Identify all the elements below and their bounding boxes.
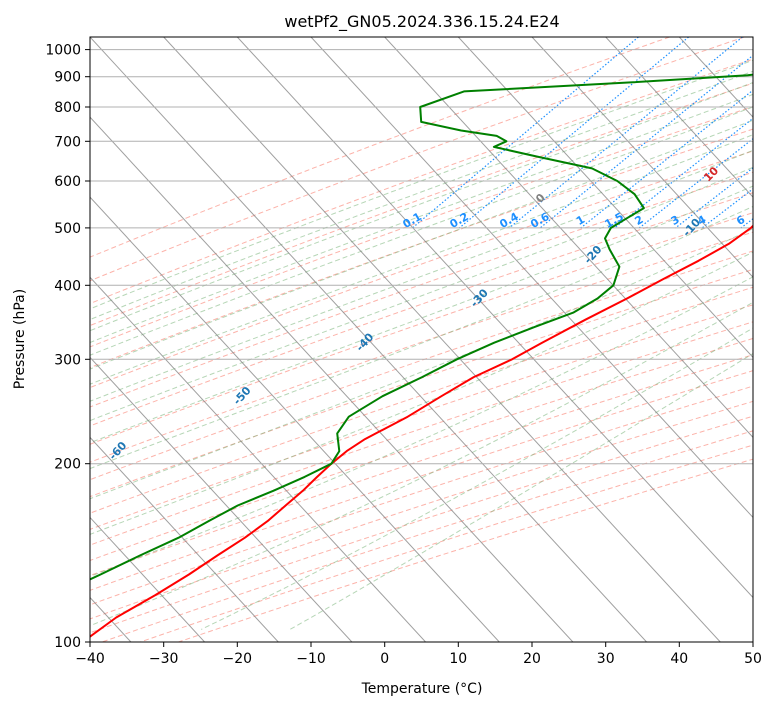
x-tick-label: −30 — [149, 651, 179, 667]
x-axis-title: Temperature (°C) — [361, 681, 483, 697]
y-tick-label: 500 — [54, 221, 81, 237]
x-tick-label: −10 — [296, 651, 326, 667]
y-tick-label: 600 — [54, 174, 81, 190]
x-tick-label: −20 — [223, 651, 253, 667]
x-tick-label: 20 — [523, 651, 541, 667]
x-tick-label: 50 — [744, 651, 762, 667]
x-tick-label: 0 — [380, 651, 389, 667]
y-tick-label: 700 — [54, 134, 81, 150]
y-tick-label: 1000 — [45, 43, 81, 59]
y-tick-label: 800 — [54, 100, 81, 116]
x-tick-label: 10 — [449, 651, 467, 667]
x-tick-label: −40 — [75, 651, 105, 667]
y-tick-label: 900 — [54, 70, 81, 86]
x-tick-label: 40 — [670, 651, 688, 667]
y-tick-label: 300 — [54, 352, 81, 368]
y-tick-label: 200 — [54, 457, 81, 473]
chart-title: wetPf2_GN05.2024.336.15.24.E24 — [284, 12, 559, 32]
x-tick-label: 30 — [597, 651, 615, 667]
y-tick-label: 400 — [54, 278, 81, 294]
y-axis-title: Pressure (hPa) — [12, 289, 28, 389]
y-tick-label: 100 — [54, 635, 81, 651]
